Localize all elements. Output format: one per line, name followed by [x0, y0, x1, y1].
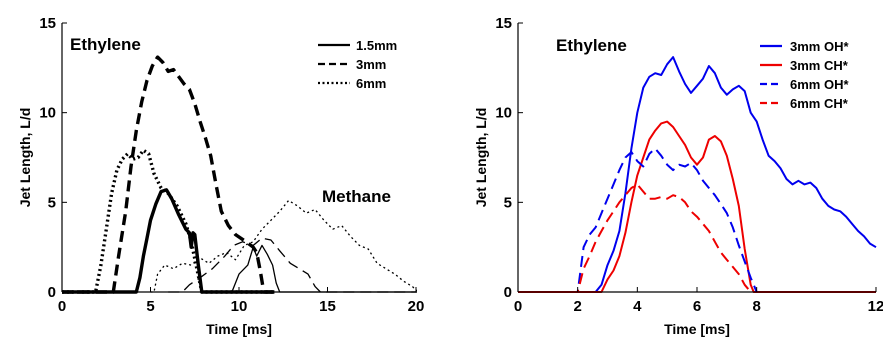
y-tick-label: 15: [495, 15, 512, 32]
x-tick-label: 6: [693, 298, 701, 315]
series-line-6mm-methane: [150, 199, 417, 293]
y-axis-label: Jet Length, L/d: [17, 108, 33, 208]
annotation-ethylene: Ethylene: [70, 35, 141, 54]
series-line-3mm-methane: [168, 237, 417, 293]
y-tick-label: 5: [504, 194, 512, 211]
legend-label: 3mm: [356, 57, 386, 72]
y-tick-label: 10: [39, 105, 56, 122]
legend-label: 6mm CH*: [790, 96, 849, 111]
annotation-methane: Methane: [322, 187, 391, 206]
y-tick-label: 0: [48, 284, 56, 301]
y-tick-label: 15: [39, 15, 56, 32]
y-tick-label: 10: [495, 105, 512, 122]
legend: 1.5mm 3mm 6mm: [318, 38, 397, 91]
series-line-6mm-oh-: [518, 147, 758, 293]
legend-label: 3mm OH*: [790, 39, 849, 54]
y-tick-label: 5: [48, 194, 56, 211]
series-group: [518, 56, 877, 293]
series-line-1-5mm-ethylene: [62, 188, 275, 294]
annotation-ethylene: Ethylene: [556, 36, 627, 55]
x-tick-label: 8: [752, 298, 760, 315]
series-line-3mm-ch-: [518, 120, 876, 293]
legend-label: 1.5mm: [356, 38, 397, 53]
left-chart: 0 5 10 15 20 0 5 10 15 Time [ms] Jet Length, L/d Et…: [17, 15, 425, 337]
series-group: [62, 55, 417, 294]
x-tick-label: 12: [868, 298, 883, 315]
series-line-1-5mm-methane: [203, 244, 417, 293]
y-axis-label: Jet Length, L/d: [473, 108, 489, 208]
legend: 3mm OH* 3mm CH* 6mm OH* 6mm CH*: [760, 39, 849, 111]
x-tick-label: 15: [319, 298, 336, 315]
x-axis-label: Time [ms]: [206, 321, 272, 337]
series-line-3mm-oh-: [518, 56, 877, 293]
x-tick-label: 10: [231, 298, 248, 315]
x-tick-label: 2: [573, 298, 581, 315]
x-tick-label: 0: [58, 298, 66, 315]
legend-label: 6mm OH*: [790, 77, 849, 92]
legend-label: 3mm CH*: [790, 58, 849, 73]
x-tick-label: 20: [408, 298, 425, 315]
right-chart: 0 2 4 6 8 12 0 5 10 15 Time [ms] Jet Length, L/d Eth…: [473, 15, 883, 337]
x-tick-label: 0: [514, 298, 522, 315]
legend-label: 6mm: [356, 76, 386, 91]
x-axis-label: Time [ms]: [664, 321, 730, 337]
series-line-3mm-ethylene: [62, 55, 275, 294]
series-line-6mm-ch-: [518, 183, 752, 293]
y-tick-label: 0: [504, 284, 512, 301]
x-tick-label: 4: [633, 298, 642, 315]
x-tick-label: 5: [146, 298, 154, 315]
